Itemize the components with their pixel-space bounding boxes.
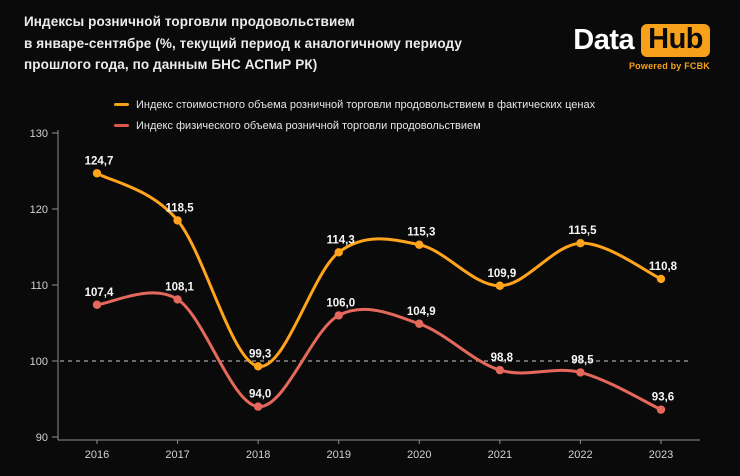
legend-marker-1 — [114, 124, 129, 127]
data-point-0-2023 — [656, 274, 666, 284]
legend-item-value-index: Индекс стоимостного объема розничной тор… — [114, 94, 595, 115]
data-label-0-2016: 124,7 — [85, 155, 114, 167]
legend-label-0: Индекс стоимостного объема розничной тор… — [136, 98, 596, 111]
x-tick-label: 2021 — [488, 449, 512, 461]
data-point-0-2018 — [253, 362, 263, 371]
data-point-0-2020 — [415, 240, 424, 249]
y-tick-label: 110 — [30, 280, 48, 292]
logo-tagline: Powered by FCBK — [628, 61, 710, 71]
y-tick-label: 90 — [36, 432, 48, 444]
logo-text-data: Data — [573, 24, 635, 56]
x-tick-label: 2019 — [326, 449, 350, 461]
data-label-1-2019: 106,0 — [326, 297, 355, 309]
data-point-0-2016 — [92, 169, 102, 178]
data-point-0-2019 — [334, 248, 343, 257]
title-line-1: Индексы розничной торговли продовольстви… — [24, 14, 355, 29]
title-line-3: прошлого года, по данным БНС АСПиР РК) — [24, 57, 318, 72]
data-point-0-2022 — [576, 239, 585, 248]
data-label-0-2017: 118,5 — [165, 202, 194, 214]
data-label-0-2019: 114,3 — [327, 234, 355, 246]
data-point-1-2021 — [495, 365, 505, 375]
x-tick-label: 2017 — [165, 449, 189, 461]
x-tick-label: 2023 — [649, 449, 673, 461]
y-tick-label: 130 — [30, 128, 48, 140]
data-point-1-2019 — [334, 311, 343, 320]
y-tick-label: 120 — [30, 204, 48, 216]
data-label-0-2018: 99,3 — [249, 348, 271, 360]
data-label-1-2017: 108,1 — [165, 281, 194, 293]
data-label-0-2021: 109,9 — [487, 268, 516, 280]
logo-text-hub: Hub — [641, 24, 710, 57]
data-point-1-2023 — [656, 405, 666, 414]
series-line-0 — [95, 171, 663, 368]
data-point-0-2021 — [495, 281, 505, 290]
data-point-1-2022 — [576, 368, 585, 377]
data-point-1-2018 — [253, 402, 263, 411]
y-tick-label: 100 — [30, 356, 48, 368]
data-label-1-2018: 94,0 — [249, 389, 271, 401]
data-point-1-2020 — [415, 319, 424, 328]
chart-legend: Индекс стоимостного объема розничной тор… — [114, 94, 595, 136]
data-label-0-2020: 115,3 — [407, 227, 435, 239]
title-line-2: в январе-сентябре (%, текущий период к а… — [24, 35, 462, 51]
legend-label-1: Индекс физического объема розничной торг… — [136, 119, 481, 132]
data-label-1-2016: 107,4 — [85, 287, 114, 299]
datahub-logo-wordmark: Data Hub — [573, 24, 710, 57]
data-label-1-2021: 98,8 — [491, 352, 514, 364]
x-tick-label: 2020 — [407, 449, 431, 461]
datahub-logo: Data Hub Powered by FCBK — [573, 24, 710, 71]
data-label-1-2022: 98,5 — [571, 354, 594, 366]
data-point-1-2017 — [173, 295, 182, 304]
page-title: Индексы розничной торговли продовольстви… — [24, 11, 462, 76]
series-line-1 — [95, 291, 663, 412]
data-label-0-2023: 110,8 — [649, 261, 678, 273]
data-label-1-2023: 93,6 — [652, 392, 674, 404]
legend-item-volume-index: Индекс физического объема розничной торг… — [114, 115, 595, 136]
legend-marker-0 — [114, 103, 129, 106]
data-point-0-2017 — [173, 216, 182, 225]
x-tick-label: 2018 — [246, 449, 270, 461]
data-label-0-2022: 115,5 — [568, 225, 597, 237]
x-tick-label: 2022 — [568, 449, 592, 461]
data-point-1-2016 — [92, 300, 102, 309]
x-tick-label: 2016 — [85, 449, 109, 461]
data-label-1-2020: 104,9 — [407, 306, 436, 318]
